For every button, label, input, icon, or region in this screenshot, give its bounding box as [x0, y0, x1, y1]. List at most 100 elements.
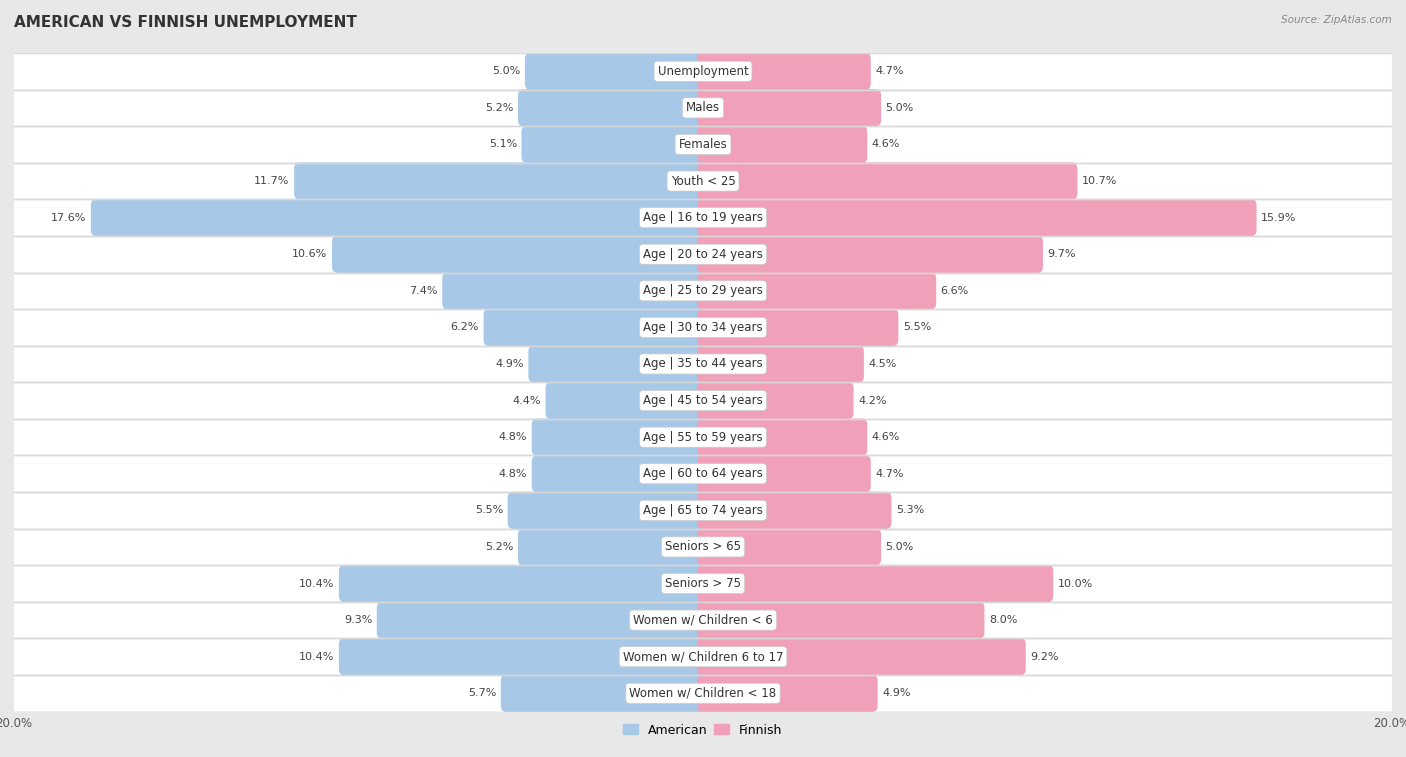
- FancyBboxPatch shape: [294, 163, 709, 200]
- FancyBboxPatch shape: [697, 309, 898, 346]
- Text: 5.5%: 5.5%: [475, 506, 503, 516]
- FancyBboxPatch shape: [443, 273, 709, 310]
- Text: Seniors > 75: Seniors > 75: [665, 577, 741, 590]
- Text: 4.9%: 4.9%: [495, 359, 524, 369]
- FancyBboxPatch shape: [697, 53, 870, 90]
- Text: 4.2%: 4.2%: [858, 396, 887, 406]
- Text: Source: ZipAtlas.com: Source: ZipAtlas.com: [1281, 15, 1392, 25]
- Text: Age | 65 to 74 years: Age | 65 to 74 years: [643, 504, 763, 517]
- FancyBboxPatch shape: [517, 89, 709, 126]
- Text: Women w/ Children < 6: Women w/ Children < 6: [633, 614, 773, 627]
- Text: Youth < 25: Youth < 25: [671, 175, 735, 188]
- Text: 5.5%: 5.5%: [903, 322, 931, 332]
- FancyBboxPatch shape: [697, 419, 868, 456]
- FancyBboxPatch shape: [529, 345, 709, 382]
- FancyBboxPatch shape: [14, 602, 1392, 638]
- FancyBboxPatch shape: [377, 602, 709, 639]
- Text: Males: Males: [686, 101, 720, 114]
- Text: Age | 55 to 59 years: Age | 55 to 59 years: [643, 431, 763, 444]
- Text: 9.7%: 9.7%: [1047, 249, 1076, 259]
- FancyBboxPatch shape: [697, 674, 877, 712]
- FancyBboxPatch shape: [546, 382, 709, 419]
- FancyBboxPatch shape: [697, 273, 936, 310]
- FancyBboxPatch shape: [14, 199, 1392, 236]
- FancyBboxPatch shape: [14, 456, 1392, 492]
- FancyBboxPatch shape: [522, 126, 709, 163]
- Text: Age | 45 to 54 years: Age | 45 to 54 years: [643, 394, 763, 407]
- FancyBboxPatch shape: [697, 602, 984, 639]
- FancyBboxPatch shape: [14, 163, 1392, 199]
- FancyBboxPatch shape: [14, 492, 1392, 528]
- Text: 11.7%: 11.7%: [254, 176, 290, 186]
- Text: 7.4%: 7.4%: [409, 286, 437, 296]
- Text: 10.4%: 10.4%: [299, 652, 335, 662]
- FancyBboxPatch shape: [339, 638, 709, 675]
- FancyBboxPatch shape: [697, 528, 882, 565]
- FancyBboxPatch shape: [697, 638, 1026, 675]
- Text: 5.2%: 5.2%: [485, 542, 513, 552]
- Text: 6.6%: 6.6%: [941, 286, 969, 296]
- FancyBboxPatch shape: [697, 345, 863, 382]
- FancyBboxPatch shape: [508, 492, 709, 529]
- FancyBboxPatch shape: [697, 382, 853, 419]
- FancyBboxPatch shape: [517, 528, 709, 565]
- Text: Unemployment: Unemployment: [658, 65, 748, 78]
- FancyBboxPatch shape: [14, 53, 1392, 89]
- FancyBboxPatch shape: [14, 565, 1392, 602]
- Text: 4.6%: 4.6%: [872, 432, 900, 442]
- Text: 5.0%: 5.0%: [886, 103, 914, 113]
- FancyBboxPatch shape: [14, 675, 1392, 712]
- Text: 10.0%: 10.0%: [1057, 578, 1092, 588]
- FancyBboxPatch shape: [697, 199, 1257, 236]
- Text: 17.6%: 17.6%: [51, 213, 86, 223]
- FancyBboxPatch shape: [697, 492, 891, 529]
- FancyBboxPatch shape: [14, 638, 1392, 675]
- FancyBboxPatch shape: [14, 346, 1392, 382]
- Text: 5.0%: 5.0%: [492, 67, 520, 76]
- FancyBboxPatch shape: [14, 273, 1392, 309]
- Text: 6.2%: 6.2%: [451, 322, 479, 332]
- FancyBboxPatch shape: [697, 565, 1053, 602]
- Text: 4.5%: 4.5%: [869, 359, 897, 369]
- FancyBboxPatch shape: [14, 126, 1392, 163]
- FancyBboxPatch shape: [697, 163, 1077, 200]
- FancyBboxPatch shape: [697, 89, 882, 126]
- Text: Age | 60 to 64 years: Age | 60 to 64 years: [643, 467, 763, 480]
- FancyBboxPatch shape: [697, 455, 870, 492]
- FancyBboxPatch shape: [14, 236, 1392, 273]
- Text: Age | 20 to 24 years: Age | 20 to 24 years: [643, 248, 763, 260]
- Text: 4.9%: 4.9%: [882, 688, 911, 698]
- FancyBboxPatch shape: [332, 235, 709, 273]
- Legend: American, Finnish: American, Finnish: [619, 718, 787, 742]
- Text: 4.7%: 4.7%: [875, 469, 904, 478]
- Text: 10.4%: 10.4%: [299, 578, 335, 588]
- Text: 5.3%: 5.3%: [896, 506, 924, 516]
- FancyBboxPatch shape: [531, 455, 709, 492]
- Text: Women w/ Children 6 to 17: Women w/ Children 6 to 17: [623, 650, 783, 663]
- Text: 8.0%: 8.0%: [988, 615, 1018, 625]
- Text: Age | 30 to 34 years: Age | 30 to 34 years: [643, 321, 763, 334]
- Text: 4.4%: 4.4%: [513, 396, 541, 406]
- Text: 9.2%: 9.2%: [1031, 652, 1059, 662]
- Text: 15.9%: 15.9%: [1261, 213, 1296, 223]
- FancyBboxPatch shape: [531, 419, 709, 456]
- Text: AMERICAN VS FINNISH UNEMPLOYMENT: AMERICAN VS FINNISH UNEMPLOYMENT: [14, 15, 357, 30]
- Text: Age | 25 to 29 years: Age | 25 to 29 years: [643, 285, 763, 298]
- Text: 5.7%: 5.7%: [468, 688, 496, 698]
- Text: Age | 35 to 44 years: Age | 35 to 44 years: [643, 357, 763, 370]
- FancyBboxPatch shape: [697, 235, 1043, 273]
- FancyBboxPatch shape: [484, 309, 709, 346]
- Text: Women w/ Children < 18: Women w/ Children < 18: [630, 687, 776, 699]
- Text: 9.3%: 9.3%: [344, 615, 373, 625]
- Text: 10.7%: 10.7%: [1083, 176, 1118, 186]
- Text: Seniors > 65: Seniors > 65: [665, 540, 741, 553]
- Text: 5.1%: 5.1%: [489, 139, 517, 149]
- Text: 5.0%: 5.0%: [886, 542, 914, 552]
- Text: 4.7%: 4.7%: [875, 67, 904, 76]
- FancyBboxPatch shape: [697, 126, 868, 163]
- Text: Age | 16 to 19 years: Age | 16 to 19 years: [643, 211, 763, 224]
- Text: 4.6%: 4.6%: [872, 139, 900, 149]
- Text: 10.6%: 10.6%: [292, 249, 328, 259]
- FancyBboxPatch shape: [91, 199, 709, 236]
- FancyBboxPatch shape: [14, 89, 1392, 126]
